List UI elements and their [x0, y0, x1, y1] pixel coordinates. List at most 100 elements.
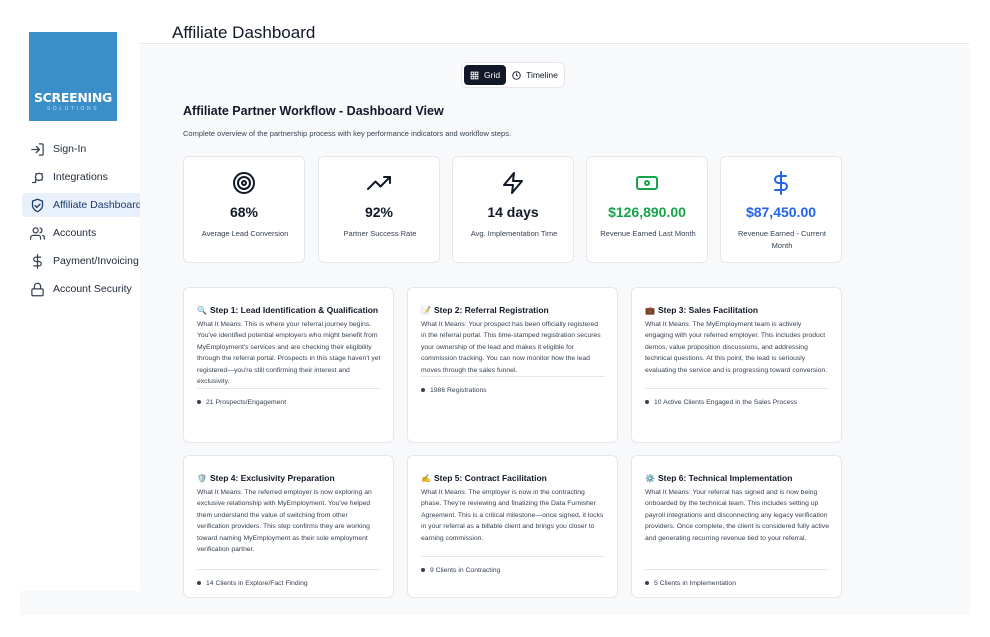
step-metric: 21 Prospects/Engagement — [197, 389, 381, 415]
step-title: 🔍 Step 1: Lead Identification & Qualifica… — [197, 304, 381, 317]
step-metric: 5 Clients in Implementation — [645, 570, 829, 596]
divider — [645, 388, 829, 389]
step-description: What It Means: The employer is now in th… — [421, 489, 604, 542]
divider — [197, 569, 381, 570]
lock-icon — [31, 282, 44, 296]
kpi-label: Avg. Implementation Time — [470, 229, 558, 238]
kpi-value: $87,450.00 — [745, 204, 817, 220]
divider — [645, 569, 829, 570]
divider — [421, 556, 605, 557]
sidebar-nav: Sign-In Integrations Affiliate Dashboard… — [22, 137, 142, 305]
page-title: Affiliate Dashboard — [172, 23, 316, 42]
sidebar: SCREENING SOLUTIONS Sign-In Integrations… — [0, 0, 142, 637]
timeline-view-label: Timeline — [526, 70, 558, 80]
kpi-value: 92% — [364, 204, 394, 220]
bullet-icon — [645, 581, 649, 585]
kpi-label: Average Lead Conversion — [201, 229, 289, 238]
kpi-card-revenue-last-month: $126,890.00 Revenue Earned Last Month — [586, 156, 708, 263]
clock-icon — [512, 70, 521, 80]
dollar-sign-icon — [774, 171, 788, 195]
step-title: ✍️ Step 5: Contract Facilitation — [421, 472, 605, 485]
divider — [421, 376, 605, 377]
section-subtitle: Complete overview of the partnership pro… — [183, 129, 512, 138]
sidebar-item-label: Sign-In — [53, 143, 87, 155]
step-metric-text: 9 Clients in Contracting — [430, 566, 501, 574]
grid-view-label: Grid — [484, 70, 501, 80]
sidebar-item-label: Affiliate Dashboard — [53, 199, 142, 211]
sidebar-item-label: Accounts — [53, 227, 97, 239]
sidebar-item-integrations[interactable]: Integrations — [22, 165, 142, 189]
step-metric-text: 21 Prospects/Engagement — [206, 398, 287, 406]
shield-icon: 🛡️ — [197, 474, 207, 483]
kpi-card-revenue-current-month: $87,450.00 Revenue Earned - Current Mont… — [720, 156, 842, 263]
kpi-label: Revenue Earned - Current Month — [738, 229, 826, 250]
step-title-text: Step 3: Sales Facilitation — [657, 305, 759, 315]
step-metric-text: 1986 Registrations — [430, 386, 487, 394]
bullet-icon — [421, 568, 425, 572]
divider — [197, 388, 381, 389]
writing-hand-icon: ✍️ — [421, 474, 431, 483]
step-card-3: 💼 Step 3: Sales Facilitation What It Mean… — [631, 287, 842, 443]
memo-icon: 📝 — [421, 306, 431, 315]
step-card-5: ✍️ Step 5: Contract Facilitation What It … — [407, 455, 618, 598]
logo-text: SCREENING — [33, 90, 112, 105]
step-title-text: Step 6: Technical Implementation — [657, 473, 793, 483]
sidebar-item-label: Integrations — [53, 171, 108, 183]
briefcase-icon: 💼 — [645, 306, 655, 315]
bullet-icon — [421, 388, 425, 392]
step-card-4: 🛡️ Step 4: Exclusivity Preparation What I… — [183, 455, 394, 598]
search-icon: 🔍 — [197, 306, 207, 315]
zap-icon — [503, 172, 523, 194]
banknote-icon — [636, 176, 658, 190]
page-header: Affiliate Dashboard — [140, 0, 970, 44]
step-metric-text: 14 Clients in Explore/Fact Finding — [206, 579, 308, 587]
step-metric-text: 10 Active Clients Engaged in the Sales P… — [654, 398, 798, 406]
timeline-view-button[interactable]: Timeline — [506, 65, 564, 85]
step-title: 📝 Step 2: Referral Registration — [421, 304, 605, 317]
step-metric: 1986 Registrations — [421, 377, 605, 403]
sidebar-item-account-security[interactable]: Account Security — [22, 277, 142, 301]
kpi-card-implementation-time: 14 days Avg. Implementation Time — [452, 156, 574, 263]
step-metric: 10 Active Clients Engaged in the Sales P… — [645, 389, 829, 415]
step-title-text: Step 2: Referral Registration — [433, 305, 549, 315]
step-metric: 9 Clients in Contracting — [421, 557, 605, 583]
step-description: What It Means: The referred employer is … — [197, 489, 372, 554]
sidebar-item-label: Payment/Invoicing — [53, 255, 139, 267]
step-description: What It Means: Your prospect has been of… — [421, 321, 601, 374]
main-content: Grid Timeline Affiliate Partner Workflow… — [140, 45, 970, 615]
logo-subtext: SOLUTIONS — [46, 106, 100, 112]
kpi-value: 68% — [229, 204, 259, 220]
view-toggle: Grid Timeline — [461, 62, 565, 88]
step-description: What It Means: The MyEmployment team is … — [645, 321, 828, 374]
sidebar-item-accounts[interactable]: Accounts — [22, 221, 142, 245]
step-title: 💼 Step 3: Sales Facilitation — [645, 304, 829, 317]
step-card-1: 🔍 Step 1: Lead Identification & Qualifica… — [183, 287, 394, 443]
sidebar-item-label: Account Security — [53, 283, 132, 295]
sidebar-item-affiliate-dashboard[interactable]: Affiliate Dashboard — [22, 193, 142, 217]
bullet-icon — [197, 581, 201, 585]
bullet-icon — [645, 400, 649, 404]
section-title: Affiliate Partner Workflow - Dashboard V… — [183, 104, 444, 118]
kpi-card-lead-conversion: 68% Average Lead Conversion — [183, 156, 305, 263]
kpi-label: Partner Success Rate — [343, 229, 417, 238]
trending-up-icon — [367, 176, 391, 190]
step-title: ⚙️ Step 6: Technical Implementation — [645, 472, 829, 485]
handshake-icon — [31, 198, 44, 212]
step-metric: 14 Clients in Explore/Fact Finding — [197, 570, 381, 596]
company-logo[interactable]: SCREENING SOLUTIONS — [29, 32, 117, 121]
sidebar-item-payment-invoicing[interactable]: Payment/Invoicing — [22, 249, 142, 273]
step-description: What It Means: Your referral has signed … — [645, 489, 829, 542]
dollar-icon — [33, 253, 42, 269]
step-description: What It Means: This is where your referr… — [197, 321, 381, 386]
grid-view-button[interactable]: Grid — [464, 65, 507, 85]
sidebar-item-sign-in[interactable]: Sign-In — [22, 137, 142, 161]
step-title-text: Step 1: Lead Identification & Qualificat… — [209, 305, 379, 315]
target-icon — [233, 172, 255, 194]
step-metric-text: 5 Clients in Implementation — [654, 579, 736, 587]
step-card-2: 📝 Step 2: Referral Registration What It M… — [407, 287, 618, 443]
bullet-icon — [197, 400, 201, 404]
kpi-label: Revenue Earned Last Month — [600, 229, 696, 238]
users-icon — [30, 226, 45, 240]
grid-icon — [470, 71, 479, 79]
kpi-card-partner-success: 92% Partner Success Rate — [318, 156, 440, 263]
